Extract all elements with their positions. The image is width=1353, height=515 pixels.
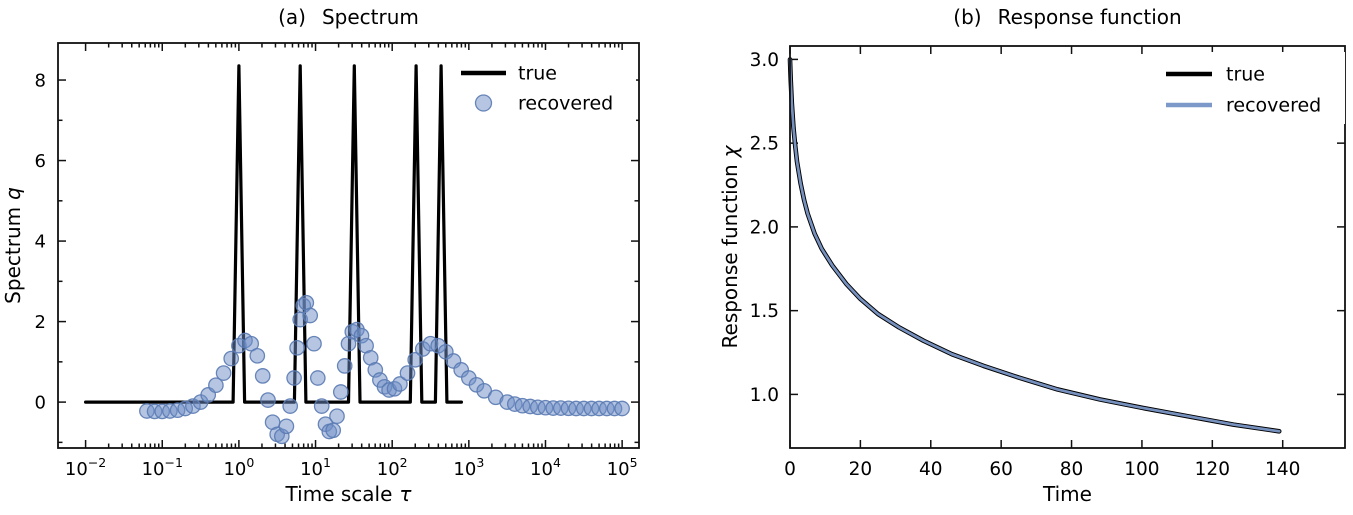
recovered-marker	[278, 418, 295, 435]
recovered-marker	[302, 307, 319, 324]
y-tick-label: 4	[35, 232, 46, 253]
x-tick-label: 103	[453, 455, 484, 480]
recovered-marker	[249, 347, 266, 364]
recovered-marker	[399, 365, 416, 381]
y-tick-label: 3.0	[750, 50, 779, 71]
y-tick-label: 8	[35, 71, 46, 92]
axes-spines-a	[57, 42, 640, 449]
recovered-marker	[325, 422, 342, 439]
y-tick-label: 2	[35, 312, 46, 333]
recovered-marker	[260, 392, 276, 408]
panel-b-ylabel: Response functionχ	[718, 144, 742, 348]
recovered-marker	[392, 376, 408, 392]
recovered-marker	[614, 400, 630, 417]
legend-background	[1155, 52, 1345, 124]
recovered-marker	[407, 351, 424, 368]
y-tick-label: 6	[35, 151, 46, 172]
panel-a-title: (a) Spectrum	[278, 5, 419, 29]
x-tick-label: 100	[223, 455, 254, 480]
recovered-response-line	[788, 58, 1281, 433]
recovered-marker	[332, 384, 349, 400]
x-tick-label: 0	[784, 459, 796, 480]
y-tick-label: 2.5	[750, 134, 779, 155]
x-tick-label: 100	[1124, 459, 1159, 480]
recovered-marker	[215, 365, 232, 381]
x-tick-label: 101	[300, 455, 331, 480]
axes-spines-b	[789, 45, 1346, 449]
x-tick-label: 102	[377, 455, 408, 480]
x-tick-label: 105	[607, 455, 638, 480]
x-tick-label: 40	[919, 459, 943, 480]
x-tick-label: 60	[989, 459, 1013, 480]
x-tick-label: 120	[1195, 459, 1230, 480]
recovered-marker	[306, 335, 322, 352]
recovered-marker	[286, 370, 302, 386]
panel-a-ylabel: Spectrumq	[1, 187, 25, 304]
y-tick-label: 1.0	[750, 385, 779, 406]
x-tick-label: 20	[849, 459, 873, 480]
legend-recovered-marker-sample	[474, 94, 493, 112]
recovered-marker	[329, 408, 345, 425]
recovered-marker	[223, 350, 240, 367]
y-tick-label: 0	[35, 393, 46, 414]
panel-b-xlabel: Time	[1042, 482, 1092, 506]
x-tick-label: 104	[530, 455, 561, 480]
legend-recovered-label: recovered	[1226, 95, 1321, 117]
recovered-marker	[309, 370, 326, 386]
recovered-marker	[289, 339, 305, 356]
legend-true-label: true	[1226, 64, 1265, 86]
recovered-marker	[313, 398, 330, 414]
true-spectrum-line	[84, 64, 463, 404]
y-tick-label: 1.5	[750, 301, 779, 322]
x-tick-label: 10−2	[65, 455, 106, 480]
recovered-marker	[282, 398, 299, 414]
x-tick-label: 80	[1060, 459, 1084, 480]
x-tick-label: 140	[1265, 459, 1300, 480]
legend-recovered-label: recovered	[518, 93, 613, 115]
recovered-marker	[254, 368, 271, 384]
x-tick-label: 10−1	[142, 455, 183, 480]
recovered-scatter	[139, 294, 630, 445]
legend-true-label: true	[518, 63, 557, 85]
recovered-marker	[336, 358, 353, 374]
panel-b-title: (b) Response function	[953, 5, 1181, 29]
recovered-marker	[208, 377, 224, 394]
panel-a-xlabel: Time scale τ	[285, 482, 413, 506]
y-tick-label: 2.0	[750, 217, 779, 238]
